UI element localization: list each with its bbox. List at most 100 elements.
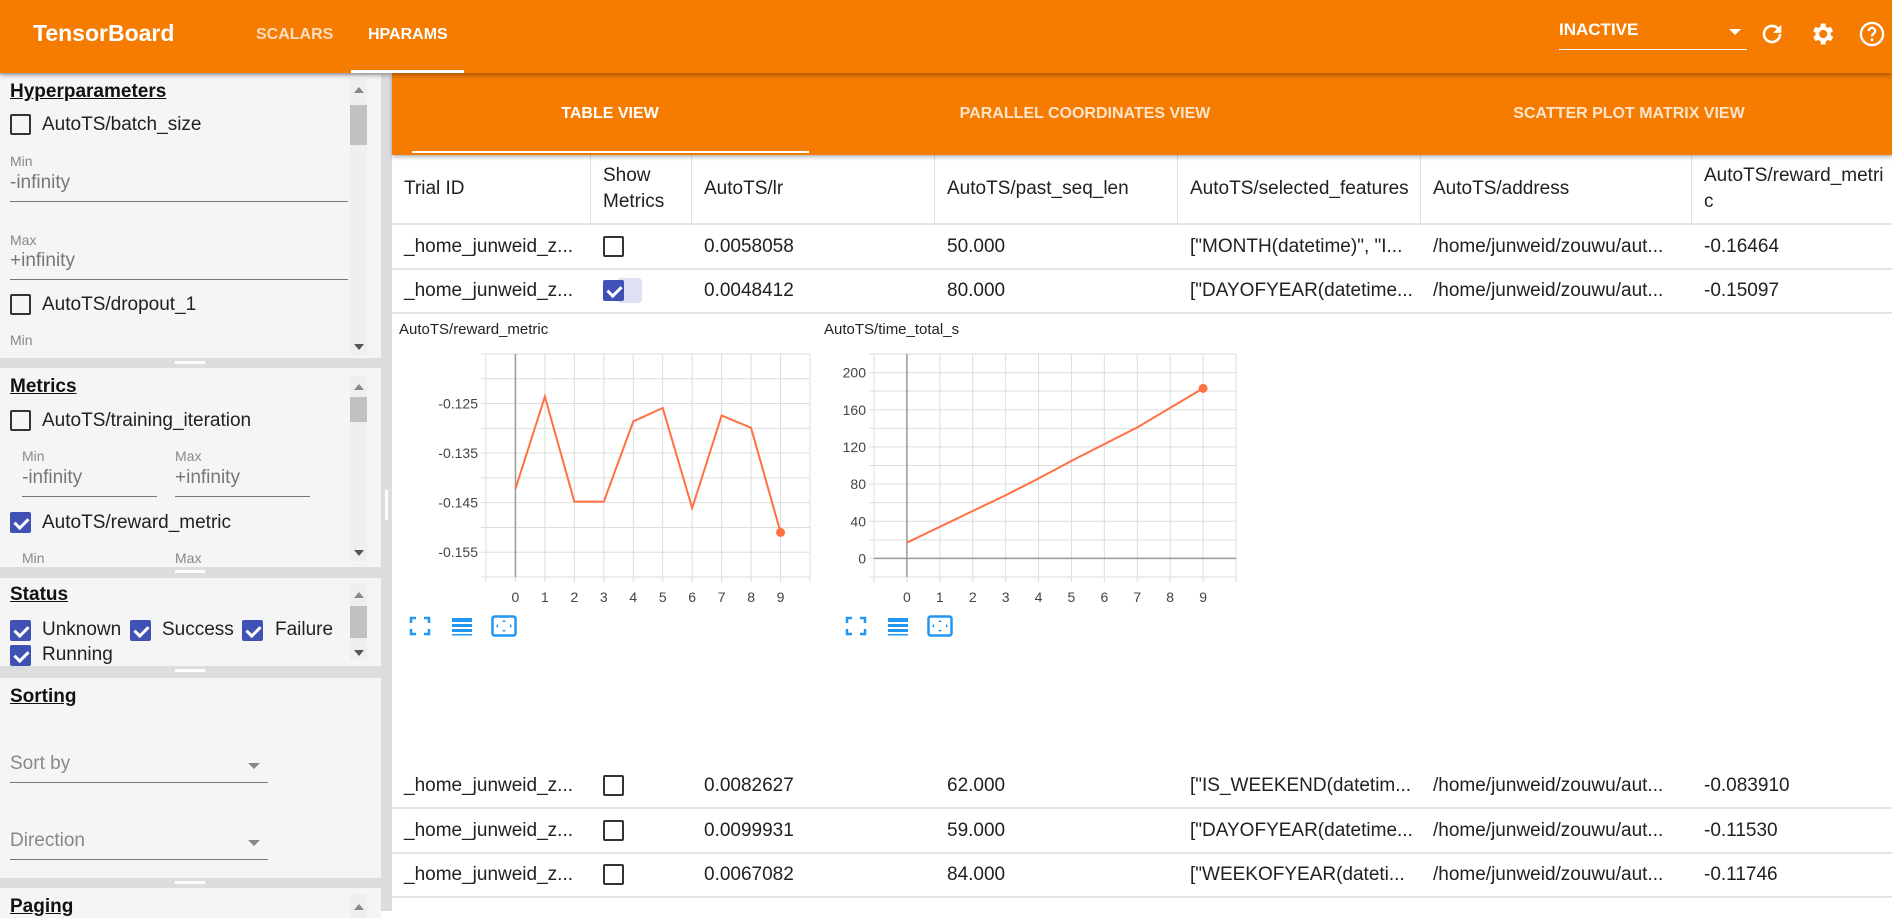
show-metrics-checkbox[interactable] xyxy=(603,864,624,885)
show-metrics-checkbox[interactable] xyxy=(603,775,624,796)
trial-id-cell: _home_junweid_z... xyxy=(404,819,573,841)
column-header-reward-metric[interactable]: AutoTS/reward_metric xyxy=(1704,165,1884,212)
min-input[interactable]: -infinity xyxy=(10,172,348,202)
scroll-down-icon[interactable] xyxy=(354,344,364,350)
max-label: Max xyxy=(10,232,37,248)
column-header-trial-id[interactable]: Trial ID xyxy=(392,155,591,223)
legend-list-icon[interactable] xyxy=(885,615,911,637)
max-label: Max xyxy=(175,550,202,566)
tab-scatter-plot-matrix-view[interactable]: SCATTER PLOT MATRIX VIEW xyxy=(1513,105,1745,122)
legend-list-icon[interactable] xyxy=(449,615,475,637)
help-icon[interactable] xyxy=(1858,20,1886,48)
hparam-checkbox-dropout[interactable] xyxy=(10,294,31,315)
scrollbar[interactable] xyxy=(350,584,367,660)
status-checkbox-running[interactable] xyxy=(10,645,31,666)
scroll-up-icon[interactable] xyxy=(354,384,364,390)
fullscreen-icon[interactable] xyxy=(843,615,869,637)
run-select-value: INACTIVE xyxy=(1559,20,1639,39)
run-select-dropdown[interactable]: INACTIVE xyxy=(1559,20,1747,50)
show-metrics-checkbox[interactable] xyxy=(603,236,624,257)
status-checkbox-success[interactable] xyxy=(130,620,151,641)
table-row[interactable]: _home_junweid_z... 0.0099931 59.000 ["DAYOF… xyxy=(392,809,1892,854)
lr-cell: 0.0067082 xyxy=(704,863,794,885)
hparam-label: AutoTS/dropout_1 xyxy=(42,294,197,315)
view-tabs: TABLE VIEW PARALLEL COORDINATES VIEW SCA… xyxy=(392,73,1892,155)
selected-features-cell: ["DAYOFYEAR(datetime... xyxy=(1190,819,1413,841)
status-checkbox-failure[interactable] xyxy=(242,620,263,641)
fullscreen-icon[interactable] xyxy=(407,615,433,637)
scroll-up-icon[interactable] xyxy=(354,592,364,598)
line-chart: 0 1 2 3 4 5 6 7 8 9 0 40 80 120 160 200 xyxy=(843,353,1237,605)
nav-tab-scalars[interactable]: SCALARS xyxy=(256,26,334,43)
tab-parallel-coordinates-view[interactable]: PARALLEL COORDINATES VIEW xyxy=(959,105,1211,122)
splitter-handle[interactable] xyxy=(385,490,388,520)
min-label: Min xyxy=(22,550,45,566)
min-label: Min xyxy=(10,153,33,169)
data-point xyxy=(1198,383,1208,393)
column-header-address[interactable]: AutoTS/address xyxy=(1421,155,1692,223)
top-app-bar: TensorBoard SCALARS HPARAMS INACTIVE xyxy=(0,0,1892,73)
x-tick-label: 7 xyxy=(718,589,726,605)
column-header-lr[interactable]: AutoTS/lr xyxy=(692,155,935,223)
table-row[interactable]: _home_junweid_z... 0.0082627 62.000 ["IS_WE… xyxy=(392,764,1892,809)
resize-handle[interactable] xyxy=(175,669,205,672)
scrollbar-thumb[interactable] xyxy=(350,606,367,638)
y-tick-label: 40 xyxy=(850,513,866,529)
x-tick-label: 8 xyxy=(1166,589,1174,605)
resize-handle[interactable] xyxy=(175,570,205,573)
table-row[interactable]: _home_junweid_z... 0.0048412 80.000 ["DAYOF… xyxy=(392,269,1892,314)
gear-icon[interactable] xyxy=(1808,20,1836,48)
past-seq-len-cell: 59.000 xyxy=(947,819,1006,841)
show-metrics-cell xyxy=(591,853,692,896)
direction-dropdown[interactable]: Direction xyxy=(10,830,268,860)
reward-metric-cell: -0.16464 xyxy=(1704,235,1780,257)
show-metrics-checkbox[interactable] xyxy=(603,280,624,301)
metric-checkbox-reward-metric[interactable] xyxy=(10,512,31,533)
scrollbar-thumb[interactable] xyxy=(350,105,367,145)
scroll-down-icon[interactable] xyxy=(354,650,364,656)
status-label: Unknown xyxy=(42,619,122,640)
resize-handle[interactable] xyxy=(175,881,205,884)
x-tick-label: 1 xyxy=(541,589,549,605)
nav-tab-hparams[interactable]: HPARAMS xyxy=(368,26,448,43)
table-row[interactable]: _home_junweid_z... 0.0058058 50.000 ["MONTH… xyxy=(392,225,1892,270)
metric-checkbox-training-iteration[interactable] xyxy=(10,410,31,431)
scrollbar[interactable] xyxy=(350,79,367,355)
show-metrics-checkbox[interactable] xyxy=(603,820,624,841)
scrollbar[interactable] xyxy=(350,894,367,918)
sidebar: Hyperparameters AutoTS/batch_size Min -i… xyxy=(0,73,381,918)
scrollbar[interactable] xyxy=(350,376,367,561)
active-tab-indicator xyxy=(412,151,809,153)
fit-domain-icon[interactable] xyxy=(927,615,953,637)
tab-table-view[interactable]: TABLE VIEW xyxy=(561,105,659,122)
max-input[interactable]: +infinity xyxy=(10,250,348,280)
scroll-down-icon[interactable] xyxy=(354,550,364,556)
sort-by-dropdown[interactable]: Sort by xyxy=(10,753,268,783)
resize-handle[interactable] xyxy=(175,361,205,364)
x-tick-label: 4 xyxy=(629,589,637,605)
status-label: Running xyxy=(42,644,113,665)
x-tick-label: 0 xyxy=(512,589,520,605)
fit-domain-icon[interactable] xyxy=(491,615,517,637)
column-header-selected-features[interactable]: AutoTS/selected_features xyxy=(1178,155,1421,223)
paging-section: Paging xyxy=(0,888,381,918)
max-label: Max xyxy=(175,448,202,464)
address-cell: /home/junweid/zouwu/aut... xyxy=(1433,279,1664,301)
scrollbar-thumb[interactable] xyxy=(350,397,367,422)
lr-cell: 0.0099931 xyxy=(704,819,794,841)
scroll-up-icon[interactable] xyxy=(354,87,364,93)
trial-id-cell: _home_junweid_z... xyxy=(404,235,573,257)
column-header-past-seq-len[interactable]: AutoTS/past_seq_len xyxy=(935,155,1178,223)
status-checkbox-unknown[interactable] xyxy=(10,620,31,641)
min-input[interactable]: -infinity xyxy=(22,467,157,497)
max-input[interactable]: +infinity xyxy=(175,467,310,497)
metric-chart-reward: AutoTS/reward_metric 0 1 2 3 4 5 6 7 8 9 -0.125 -0.… xyxy=(395,315,835,645)
refresh-icon[interactable] xyxy=(1758,20,1786,48)
chart-title: AutoTS/time_total_s xyxy=(824,321,960,338)
scroll-up-icon[interactable] xyxy=(354,904,364,910)
hparam-checkbox-batch-size[interactable] xyxy=(10,114,31,135)
hyperparameters-section: Hyperparameters AutoTS/batch_size Min -i… xyxy=(0,75,381,358)
show-metrics-cell xyxy=(591,764,692,807)
column-header-show-metrics[interactable]: Show Metrics xyxy=(591,155,692,223)
table-row[interactable]: _home_junweid_z... 0.0067082 84.000 ["WEEKO… xyxy=(392,853,1892,898)
